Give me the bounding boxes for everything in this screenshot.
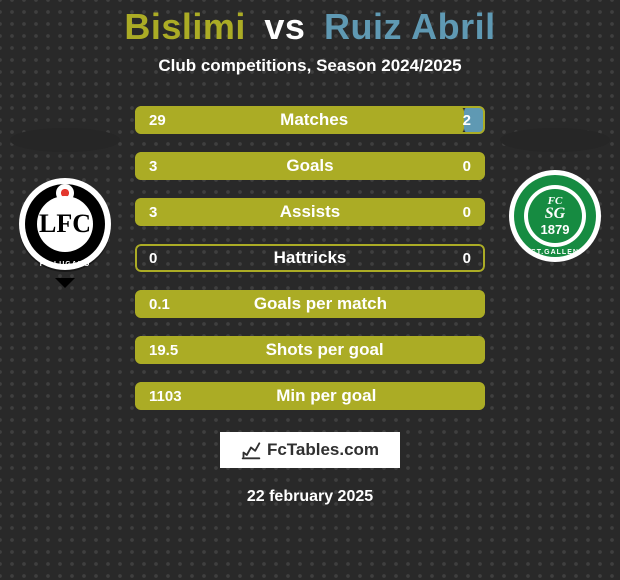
swiss-flag-icon [56,184,74,202]
right-logo-col: FC SG 1879 ST.GALLEN [490,120,620,420]
stat-label: Min per goal [196,386,457,406]
stat-value-left: 29 [135,112,180,129]
stat-row: 1103Min per goal [135,382,485,410]
brand-text: FcTables.com [267,440,379,460]
shadow-ellipse-right [500,128,610,152]
stat-value-left: 3 [135,158,171,175]
stat-row: 29Matches2 [135,106,485,134]
stat-label: Goals per match [184,294,457,314]
stat-bars: 29Matches23Goals03Assists00Hattricks00.1… [135,106,485,410]
stat-label: Shots per goal [192,340,457,360]
stat-value-left: 0.1 [135,296,184,313]
club-abbr-mid-right: SG [545,207,565,221]
stat-value-left: 19.5 [135,342,192,359]
left-logo-col: LFC FC LUGANO [0,120,130,420]
stat-label: Goals [171,156,448,176]
club-monogram-left: LFC [37,196,93,252]
shadow-ellipse-left [10,128,120,152]
club-name-right: ST.GALLEN [509,249,601,256]
club-year-right: 1879 [541,223,570,236]
comparison-card: Bislimi vs Ruiz Abril Club competitions,… [0,0,620,580]
stat-label: Matches [180,110,449,130]
stat-row: 0Hattricks0 [135,244,485,272]
stat-value-right: 2 [449,112,485,129]
content: Bislimi vs Ruiz Abril Club competitions,… [0,0,620,580]
stat-value-right: 0 [449,250,485,267]
chart-icon [241,440,261,460]
stat-label: Assists [171,202,448,222]
club-badge-left: LFC FC LUGANO [19,178,111,290]
stat-row: 19.5Shots per goal [135,336,485,364]
subtitle: Club competitions, Season 2024/2025 [158,56,461,76]
date-label: 22 february 2025 [247,488,373,506]
player1-name: Bislimi [124,6,246,47]
club-name-left: FC LUGANO [19,261,111,268]
crest-left: LFC FC LUGANO [19,178,111,290]
stat-value-right: 0 [449,158,485,175]
stat-row: 0.1Goals per match [135,290,485,318]
stat-label: Hattricks [171,248,448,268]
stat-row: 3Assists0 [135,198,485,226]
stat-value-left: 0 [135,250,171,267]
title: Bislimi vs Ruiz Abril [124,6,495,48]
stat-value-left: 3 [135,204,171,221]
stat-value-right: 0 [449,204,485,221]
crest-right-inner: FC SG 1879 [528,189,582,243]
stat-value-left: 1103 [135,388,196,405]
brand-badge: FcTables.com [220,432,400,468]
club-abbr-top-right: FC [548,196,563,207]
vs-label: vs [264,6,305,47]
stat-row: 3Goals0 [135,152,485,180]
club-badge-right: FC SG 1879 ST.GALLEN [509,170,601,262]
player2-name: Ruiz Abril [324,6,496,47]
